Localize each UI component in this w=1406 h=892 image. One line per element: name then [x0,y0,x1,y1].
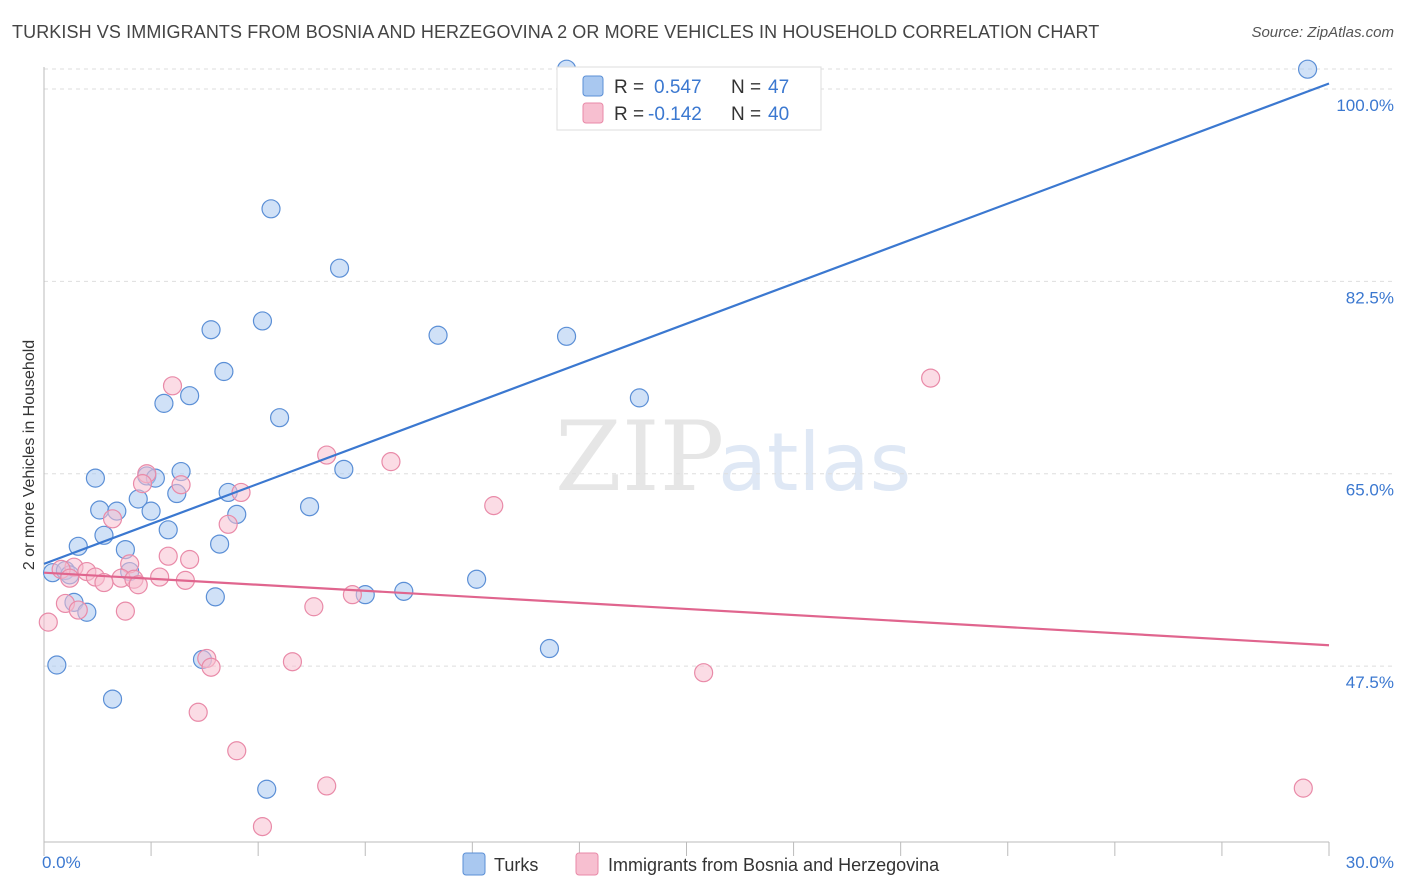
legend-bottom-label-turks: Turks [494,855,538,875]
legend-bottom-label-bosnia: Immigrants from Bosnia and Herzegovina [608,855,940,875]
bosnia-point [201,657,221,677]
turks-point [201,320,221,340]
turks-point [428,325,448,345]
x-tick-label-max: 30.0% [1346,853,1394,872]
turks-point [257,779,277,799]
bosnia-point [282,652,303,672]
bosnia-point [317,776,337,796]
y-tick-label: 100.0% [1336,96,1394,115]
legend-r-value-bosnia: -0.142 [648,104,702,125]
bosnia-point [38,612,58,632]
y-tick-labels: 47.5% 65.0% 82.5% 100.0% [1336,96,1394,692]
bosnia-point [188,702,208,722]
turks-point [85,468,106,488]
y-tick-label: 65.0% [1346,481,1394,500]
turks-point [539,638,560,659]
legend-n-value-bosnia: 40 [768,104,789,125]
bosnia-point [102,509,123,529]
legend-swatch-bosnia [582,102,604,124]
legend-swatch-turks [582,75,604,97]
turks-point [68,536,88,556]
turks-point [180,386,200,406]
legend-r-label-bosnia: R = [614,104,644,125]
chart-title: TURKISH VS IMMIGRANTS FROM BOSNIA AND HE… [12,22,1100,42]
bosnia-point [132,474,153,494]
turks-point [102,689,123,709]
turks-point [214,361,234,382]
turks-point [158,520,178,540]
bosnia-point [180,549,200,570]
x-tick-label-min: 0.0% [42,853,81,872]
turks-point [629,388,649,408]
trend-lines [43,82,1330,647]
bosnia-point [128,575,148,595]
chart-source: Source: ZipAtlas.com [1251,24,1394,41]
bosnia-point [171,475,191,495]
bosnia-point [304,597,324,617]
turks-point [299,497,320,517]
bosnia-point [94,572,114,593]
turks-point [252,311,273,331]
bosnia-trend-line [43,571,1330,647]
bosnia-point [158,546,178,566]
legend-bottom-swatch-bosnia [575,852,599,876]
bosnia-point [115,601,135,621]
legend-r-label-turks: R = [614,77,644,98]
bosnia-point [484,496,504,516]
legend-n-label-bosnia: N = [731,104,761,125]
bosnia-point [694,663,714,683]
bosnia-point [921,368,941,388]
y-tick-label: 47.5% [1346,673,1394,692]
bosnia-point [150,567,170,587]
bosnia-point [68,600,88,620]
legend-top: R = 0.547 N = 47 R = -0.142 N = 40 [556,66,822,131]
bosnia-point [227,741,247,761]
turks-point [261,199,281,219]
bosnia-point [381,452,401,472]
bosnia-point [162,376,183,396]
turks-point [154,393,174,413]
gridlines [44,68,1394,667]
y-tick-label: 82.5% [1346,288,1394,307]
turks-point [210,534,230,554]
turks-point [47,655,67,675]
bosnia-point [218,514,238,534]
turks-point [556,326,577,346]
turks-point [334,459,354,479]
watermark-atlas: atlas [718,416,911,509]
legend-n-label-turks: N = [731,77,761,98]
turks-point [394,581,414,601]
watermark-zip: ZIP [555,401,724,513]
y-axis-title: 2 or more Vehicles in Household [21,340,38,570]
legend-bottom-swatch-turks [462,852,486,876]
turks-point [269,408,290,428]
bosnia-point [60,568,80,588]
turks-point [467,569,487,589]
bosnia-point [1293,778,1313,798]
turks-point [141,501,161,521]
watermark: ZIP atlas [555,401,911,513]
turks-point [329,258,350,278]
turks-trend-line [43,82,1330,565]
legend-n-value-turks: 47 [768,77,789,98]
bosnia-point [252,817,273,837]
bosnia-point [342,585,362,605]
turks-point [1297,59,1318,79]
legend-r-value-turks: 0.547 [654,77,702,98]
turks-point [205,587,225,607]
legend-bottom: Turks Immigrants from Bosnia and Herzego… [462,852,940,876]
